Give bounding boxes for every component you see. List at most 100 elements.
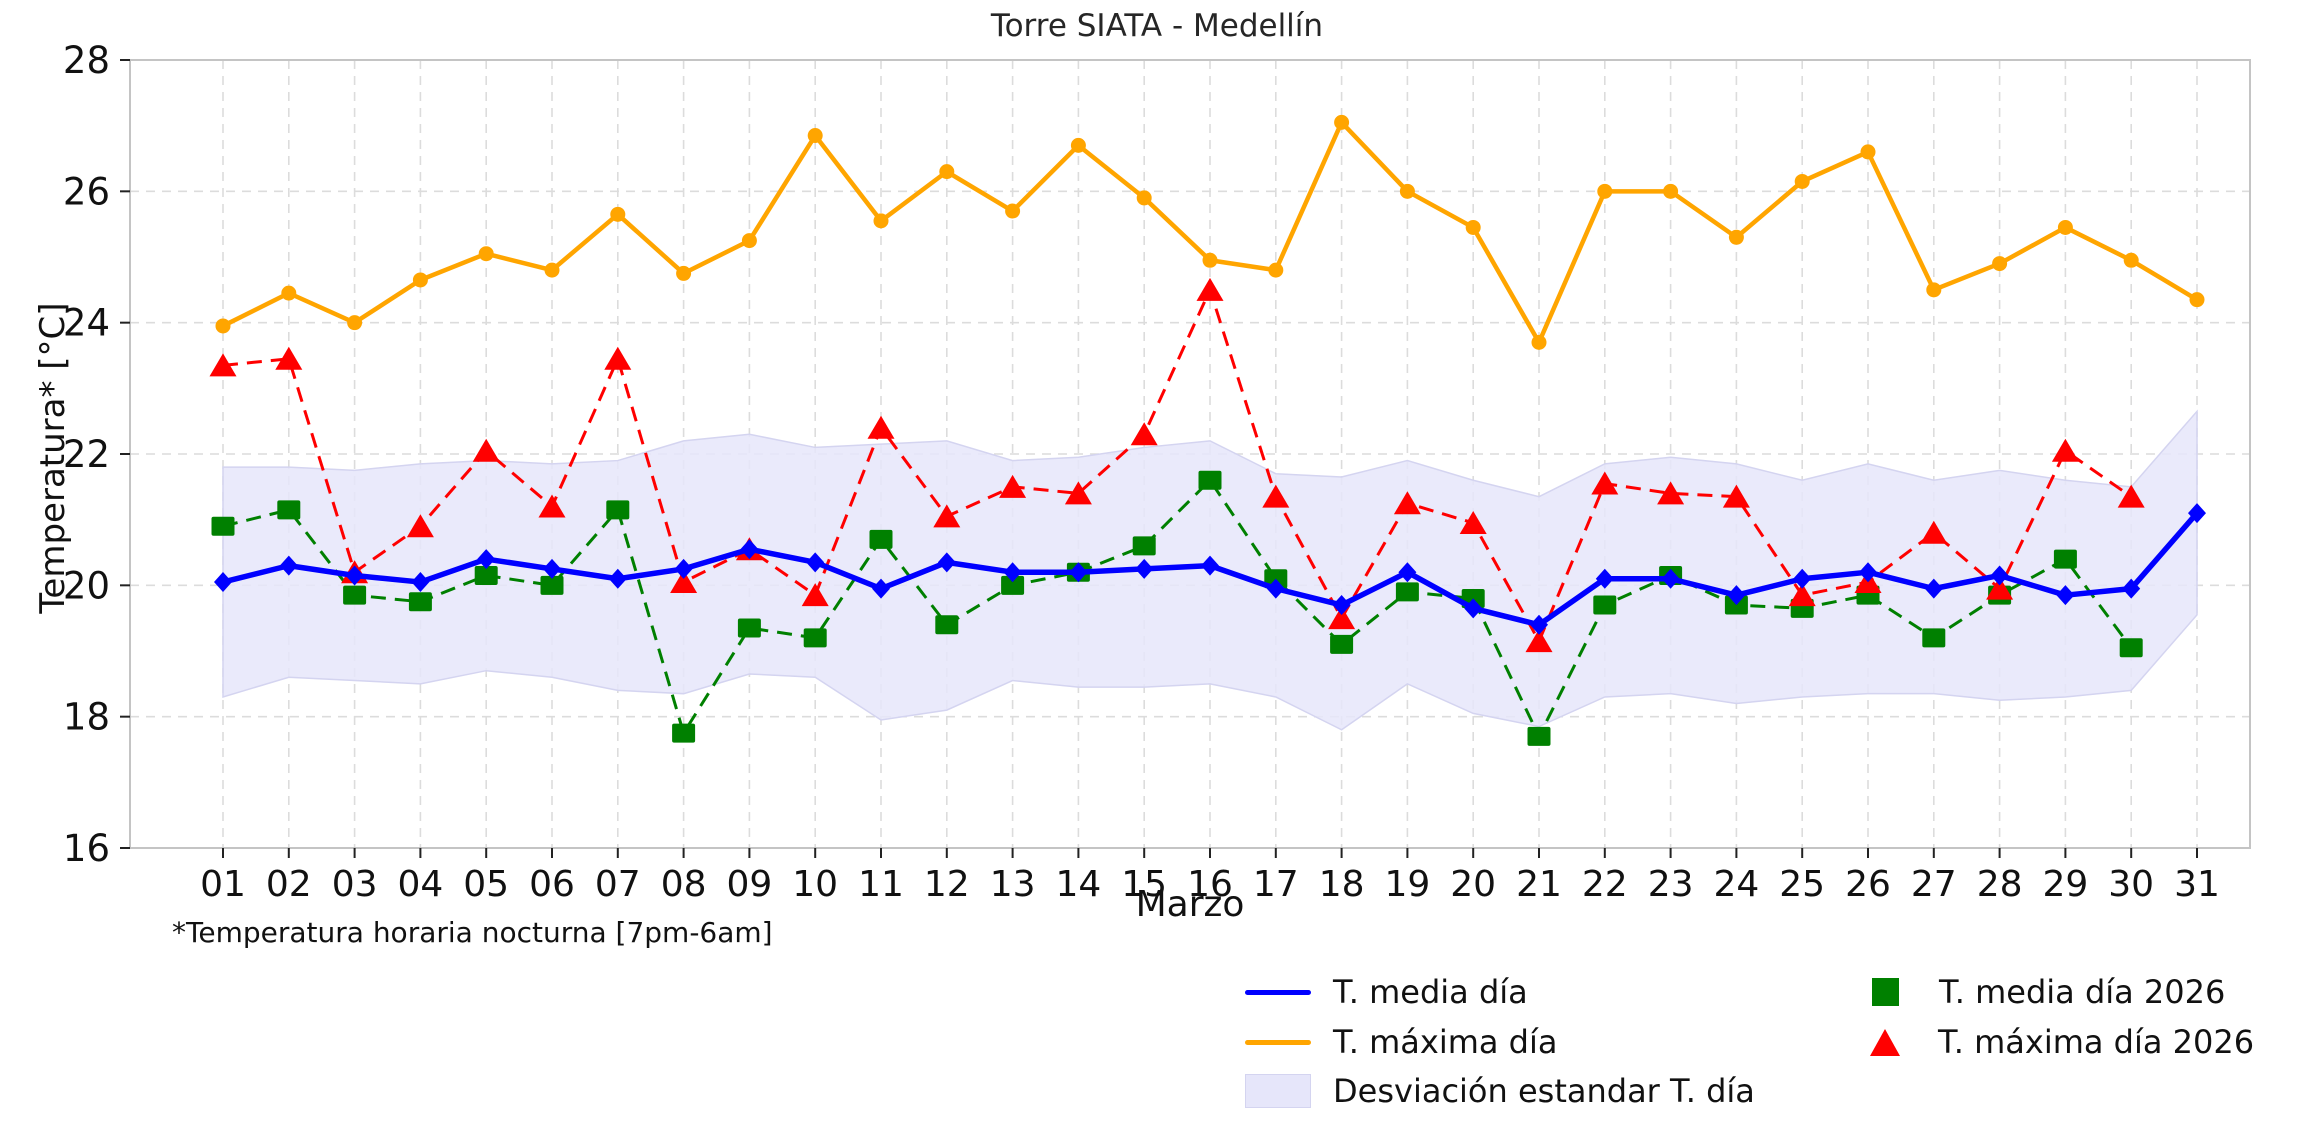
y-tick-label: 26	[63, 170, 110, 213]
media-2026-marker	[1001, 575, 1025, 595]
maxima-2026-marker	[472, 438, 500, 462]
legend-item-t-media: T. media día	[1245, 973, 1528, 1011]
x-tick-label: 20	[1450, 864, 1496, 905]
maxima-marker	[1794, 173, 1810, 189]
legend-item-t-maxima-2026: T. máxima día 2026	[1852, 1023, 2254, 1061]
maxima-2026-marker	[670, 570, 698, 594]
media-marker	[1990, 565, 2009, 586]
x-tick-label: 06	[529, 864, 575, 905]
media-2026-marker	[1330, 634, 1354, 654]
maxima-marker	[1728, 229, 1744, 245]
legend-label: T. media día	[1333, 973, 1528, 1011]
blue-line-sample-icon	[1245, 989, 1311, 995]
legend-item-t-media-2026: T. media día 2026	[1852, 973, 2225, 1011]
media-marker	[2056, 585, 2075, 606]
maxima-2026-marker	[604, 346, 632, 370]
maxima-marker	[2189, 292, 2205, 308]
maxima-marker	[1399, 183, 1415, 199]
maxima-marker	[1926, 282, 1942, 298]
media-2026-marker	[408, 592, 432, 612]
media-marker	[674, 558, 693, 579]
x-tick-label: 07	[595, 864, 641, 905]
maxima-marker	[412, 272, 428, 288]
orange-line-sample-icon	[1245, 1039, 1311, 1045]
maxima-2026-marker	[1130, 422, 1158, 446]
maxima-2026-marker	[209, 353, 237, 377]
x-tick-label: 15	[1121, 864, 1167, 905]
maxima-2026-line	[222, 288, 2133, 643]
media-marker	[1859, 562, 1877, 583]
y-tick-label: 18	[63, 696, 110, 739]
media-2026-marker	[737, 618, 761, 638]
legend-label: Desviación estandar T. día	[1333, 1072, 1755, 1110]
media-marker	[1661, 568, 1680, 589]
media-2026-marker	[1527, 726, 1551, 746]
maxima-2026-marker	[1722, 484, 1750, 508]
x-tick-label: 03	[332, 864, 378, 905]
maxima-marker	[939, 164, 955, 180]
media-2026-marker	[2119, 638, 2143, 658]
maxima-2026-marker	[538, 494, 566, 518]
maxima-marker	[676, 265, 692, 281]
media-marker	[1135, 558, 1154, 579]
x-tick-label: 25	[1779, 864, 1825, 905]
maxima-2026-marker	[1920, 520, 1948, 544]
media-marker	[477, 549, 496, 570]
media-2026-marker	[935, 615, 959, 635]
x-tick-label: 05	[463, 864, 509, 905]
media-marker	[1201, 555, 1219, 576]
media-marker	[1793, 568, 1812, 589]
x-tick-label: 16	[1187, 864, 1233, 905]
band-patch-sample-icon	[1245, 1074, 1311, 1108]
media-marker	[1464, 598, 1483, 619]
y-axis-label: Temperatura* [°C]	[33, 302, 73, 614]
media-marker	[2122, 578, 2141, 599]
maxima-marker	[1663, 183, 1679, 199]
maxima-2026-marker	[1459, 510, 1487, 534]
media-2026-marker	[1198, 470, 1222, 490]
media-marker	[279, 555, 298, 576]
maxima-marker	[1860, 144, 1876, 160]
maxima-marker	[281, 285, 297, 301]
media-2026-marker	[211, 516, 235, 536]
media-marker	[872, 578, 890, 599]
maxima-marker	[1992, 256, 2008, 272]
maxima-2026-marker	[1657, 481, 1685, 505]
x-tick-label: 27	[1911, 864, 1957, 905]
media-marker	[411, 572, 430, 593]
x-tick-label: 13	[990, 864, 1036, 905]
maxima-marker	[1070, 137, 1086, 153]
media-2026-marker	[672, 723, 696, 743]
media-marker	[345, 565, 364, 586]
maxima-2026-marker	[1591, 471, 1619, 495]
x-tick-label: 12	[924, 864, 970, 905]
chart-footnote: *Temperatura horaria nocturna [7pm-6am]	[172, 916, 773, 949]
media-marker	[1924, 578, 1943, 599]
x-tick-label: 02	[266, 864, 312, 905]
x-tick-label: 24	[1713, 864, 1759, 905]
chart-title: Torre SIATA - Medellín	[990, 8, 1324, 44]
maxima-2026-marker	[2051, 438, 2079, 462]
maxima-2026-marker	[1525, 629, 1553, 653]
media-2026-marker	[1132, 536, 1156, 556]
media-2026-marker	[803, 628, 827, 648]
legend-item-t-maxima: T. máxima día	[1245, 1023, 1557, 1061]
legend-label: T. máxima día 2026	[1938, 1023, 2255, 1061]
maxima-marker	[215, 318, 231, 334]
red-triangle-sample-icon	[1870, 1028, 1900, 1056]
x-tick-label: 31	[2174, 864, 2220, 905]
x-tick-label: 09	[726, 864, 772, 905]
maxima-2026-marker	[999, 474, 1027, 498]
maxima-2026-marker	[933, 504, 961, 528]
x-tick-label: 17	[1253, 864, 1299, 905]
maxima-2026-marker	[275, 346, 303, 370]
x-axis-label: Marzo	[1135, 884, 1245, 925]
maxima-marker	[1268, 262, 1284, 278]
x-tick-label: 22	[1582, 864, 1628, 905]
media-marker	[806, 552, 825, 573]
media-marker	[1266, 578, 1285, 599]
media-2026-marker	[606, 500, 630, 520]
x-tick-label: 11	[858, 864, 904, 905]
media-2026-marker	[1395, 582, 1419, 602]
